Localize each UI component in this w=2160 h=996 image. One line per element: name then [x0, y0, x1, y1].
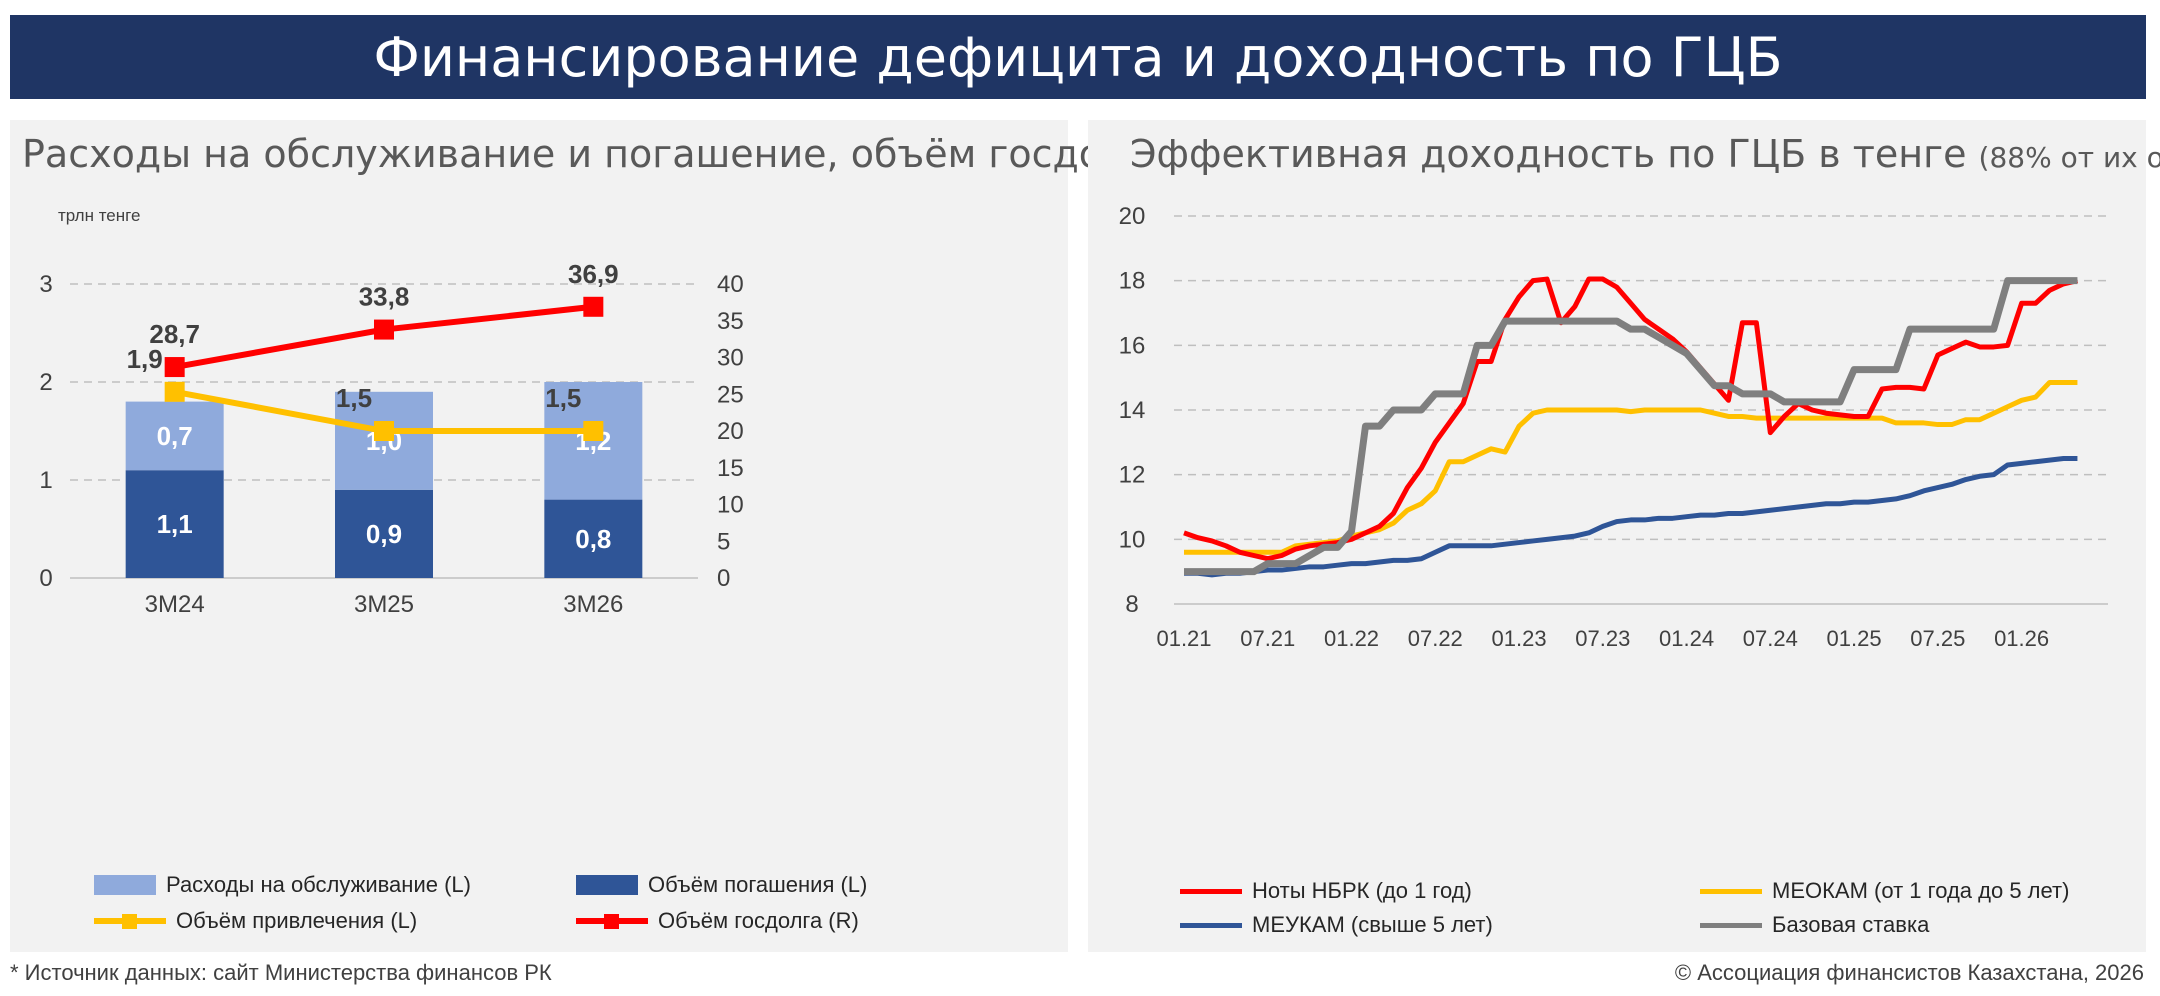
borrow-point	[374, 421, 394, 441]
debt-point	[374, 319, 394, 340]
legend-swatch-nbrk	[1180, 888, 1242, 894]
legend-label-service: Расходы на обслуживание (L)	[166, 872, 471, 897]
y-left-tick-label: 1	[39, 467, 52, 494]
debt-data-label: 33,8	[359, 282, 410, 312]
x-tick-label: 01.24	[1659, 626, 1714, 651]
legend-item-service: Расходы на обслуживание (L)	[94, 872, 471, 898]
meukam-series-line	[1184, 456, 2078, 578]
x-category-label: 3М24	[145, 591, 205, 618]
bar-repayment	[544, 499, 643, 578]
y-right-tick-label: 5	[717, 528, 730, 555]
legend-item-nbrk: Ноты НБРК (до 1 год)	[1180, 878, 1472, 904]
base-series-line	[1184, 277, 2078, 576]
bar-repayment-label: 0,9	[366, 519, 402, 549]
debt-data-label: 28,7	[149, 319, 200, 349]
legend-swatch-borrow	[94, 911, 166, 931]
y-right-tick-label: 20	[717, 418, 744, 445]
x-tick-label: 07.25	[1910, 626, 1965, 651]
legend-swatch-base	[1700, 922, 1762, 928]
yield-chart: 8 10 12 14 16 18 20 01.21 07.21 01.22 07.22 01.23 07…	[1119, 203, 2108, 651]
debt-point	[583, 296, 604, 317]
x-tick-label: 01.26	[1994, 626, 2049, 651]
legend-swatch-meokam	[1700, 888, 1762, 894]
legend-item-base: Базовая ставка	[1700, 912, 1929, 938]
right-chart-title-main: Эффективная доходность по ГЦБ в тенге	[1130, 132, 1967, 176]
x-category-label: 3М25	[354, 591, 414, 618]
y-right-tick-label: 25	[717, 381, 744, 408]
source-note: * Источник данных: сайт Министерства фин…	[10, 960, 552, 985]
legend-item-debt: Объём госдолга (R)	[576, 908, 859, 934]
borrow-point	[583, 421, 604, 441]
page-title: Финансирование дефицита и доходность по …	[373, 25, 1783, 89]
legend-swatch-service	[94, 875, 156, 895]
left-axis-units: трлн тенге	[58, 206, 141, 225]
y-right-tick-label: 15	[717, 455, 744, 482]
bar-service-label: 0,7	[157, 421, 193, 451]
x-tick-label: 07.21	[1240, 626, 1295, 651]
legend-label-repay: Объём погашения (L)	[648, 872, 868, 897]
x-tick-label: 01.23	[1492, 626, 1547, 651]
debt-point	[164, 357, 185, 378]
bar-repayment-label: 0,8	[575, 524, 611, 554]
yield-chart-panel: Эффективная доходность по ГЦБ в тенге (8…	[1088, 120, 2160, 952]
y-tick-label: 14	[1119, 397, 1146, 424]
y-right-tick-label: 10	[717, 492, 744, 519]
legend-label-borrow: Объём привлечения (L)	[176, 908, 418, 933]
nbrk-series-line	[1183, 276, 2079, 562]
borrow-data-label: 1,5	[336, 383, 372, 413]
legend-label-nbrk: Ноты НБРК (до 1 год)	[1252, 878, 1472, 903]
bar-service	[125, 401, 224, 471]
bar-repayment-label: 1,1	[157, 509, 193, 539]
y-tick-label: 8	[1125, 591, 1138, 618]
legend-item-borrow: Объём привлечения (L)	[94, 908, 417, 934]
y-tick-label: 18	[1119, 268, 1146, 295]
x-tick-label: 01.21	[1156, 626, 1211, 651]
x-category-label: 3М26	[563, 591, 623, 618]
legend-label-base: Базовая ставка	[1772, 912, 1930, 937]
y-tick-label: 10	[1119, 526, 1146, 553]
right-chart-title-note: (88% от их объёма)	[1978, 141, 2160, 174]
bar-repayment	[335, 489, 433, 578]
legend-swatch-debt	[576, 911, 648, 931]
y-left-tick-label: 3	[39, 271, 52, 298]
x-tick-label: 07.22	[1408, 626, 1463, 651]
legend-item-meokam: МЕОКАМ (от 1 года до 5 лет)	[1700, 878, 2069, 904]
right-chart-title: Эффективная доходность по ГЦБ в тенге (8…	[1130, 132, 2160, 176]
y-tick-label: 12	[1119, 462, 1146, 489]
x-tick-label: 01.22	[1324, 626, 1379, 651]
legend-label-meokam: МЕОКАМ (от 1 года до 5 лет)	[1772, 878, 2070, 903]
y-left-tick-label: 0	[39, 565, 52, 592]
debt-data-label: 36,9	[568, 259, 619, 289]
y-tick-label: 20	[1119, 203, 1146, 230]
x-tick-label: 07.24	[1743, 626, 1798, 651]
legend-label-debt: Объём госдолга (R)	[658, 908, 859, 933]
debt-chart-panel: Расходы на обслуживание и погашение, объ…	[10, 120, 1170, 952]
legend-item-repay: Объём погашения (L)	[576, 872, 867, 898]
legend-item-meukam: МЕУКАМ (свыше 5 лет)	[1180, 912, 1493, 938]
legend-label-meukam: МЕУКАМ (свыше 5 лет)	[1252, 912, 1493, 937]
borrow-data-label: 1,5	[545, 383, 581, 413]
meokam-series-line	[1184, 380, 2078, 555]
y-right-tick-label: 35	[717, 308, 744, 335]
x-tick-label: 01.25	[1827, 626, 1882, 651]
copyright-note: © Ассоциация финансистов Казахстана, 202…	[1674, 960, 2144, 985]
legend-swatch-repay	[576, 875, 638, 895]
borrow-point	[164, 381, 185, 402]
left-chart-title: Расходы на обслуживание и погашение, объ…	[22, 132, 1170, 176]
y-tick-label: 16	[1119, 332, 1146, 359]
page-title-banner: Финансирование дефицита и доходность по …	[10, 15, 2146, 99]
bar-repayment	[125, 470, 224, 578]
y-left-tick-label: 2	[39, 369, 52, 396]
borrow-data-label: 1,9	[127, 344, 163, 374]
y-right-tick-label: 40	[717, 271, 744, 298]
legend-swatch-meukam	[1180, 922, 1242, 928]
y-right-tick-label: 30	[717, 345, 744, 372]
y-right-tick-label: 0	[717, 565, 730, 592]
x-tick-label: 07.23	[1575, 626, 1630, 651]
